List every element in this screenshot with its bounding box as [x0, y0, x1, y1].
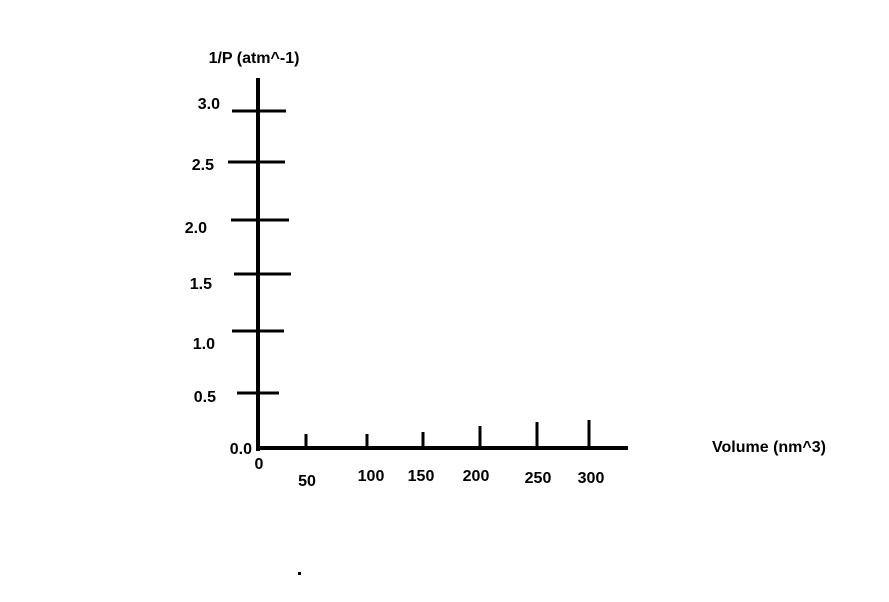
y-tick-label-1-0: 1.0: [193, 336, 215, 353]
y-axis-label: 1/P (atm^-1): [209, 50, 300, 67]
stray-dot: [298, 572, 301, 575]
x-tick-label-200: 200: [463, 468, 490, 485]
y-tick-label-0-0: 0.0: [230, 441, 252, 458]
y-axis-ticks: [228, 109, 291, 395]
y-tick-label-2-5: 2.5: [192, 157, 214, 174]
x-axis-tick-labels: 0 50 100 150 200 250 300: [255, 456, 605, 490]
x-tick-label-50: 50: [298, 473, 316, 490]
x-tick-label-150: 150: [408, 468, 435, 485]
x-tick-label-100: 100: [358, 468, 385, 485]
y-tick-label-0-5: 0.5: [194, 389, 216, 406]
y-axis-tick-labels: 0.0 0.5 1.0 1.5 2.0 2.5 3.0: [185, 96, 252, 458]
x-axis-label: Volume (nm^3): [712, 439, 826, 456]
x-tick-label-300: 300: [578, 470, 605, 487]
y-tick-label-2-0: 2.0: [185, 220, 207, 237]
x-tick-label-0: 0: [255, 456, 264, 473]
y-tick-label-3-0: 3.0: [198, 96, 220, 113]
y-tick-label-1-5: 1.5: [190, 276, 212, 293]
x-axis-ticks: [304, 420, 591, 450]
x-tick-label-250: 250: [525, 470, 552, 487]
